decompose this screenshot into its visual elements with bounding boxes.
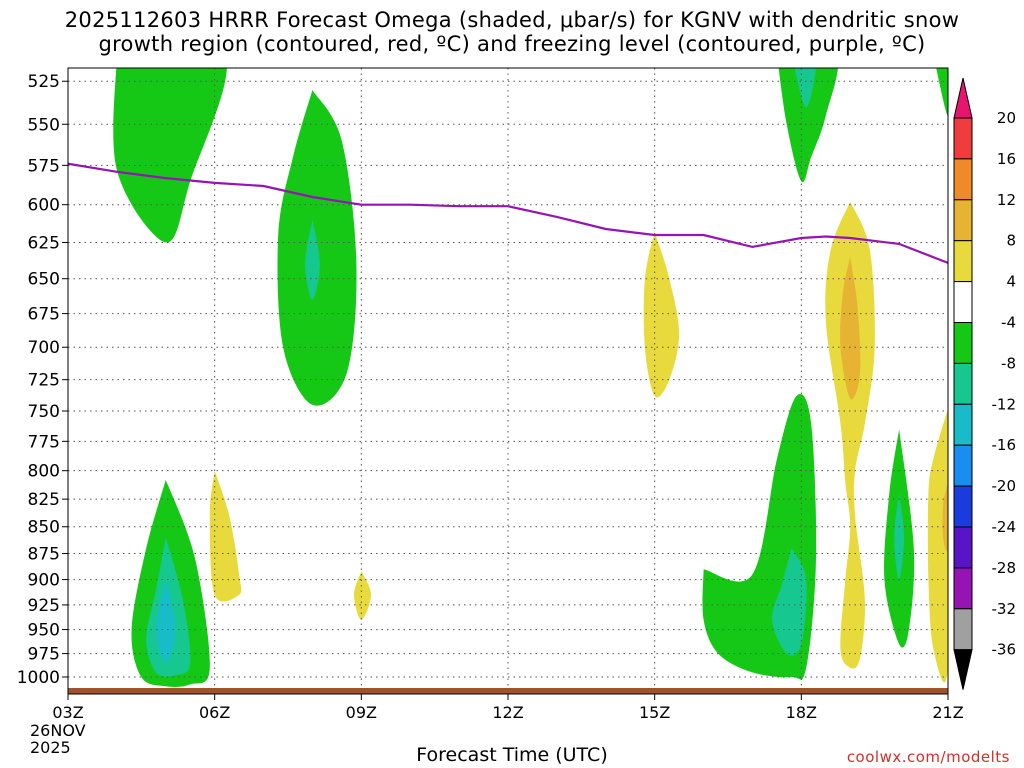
colorbar-label-7: -12 bbox=[992, 395, 1017, 413]
omega-region-rising-8 bbox=[778, 68, 838, 183]
y-tick-label-525: 525 bbox=[28, 72, 60, 92]
x-tick-label-9: 09Z bbox=[346, 703, 377, 722]
date-day: 26NOV bbox=[30, 721, 86, 740]
omega-region-rising-12 bbox=[936, 68, 948, 116]
colorbar-box-4 bbox=[953, 240, 973, 283]
omega-region-sinking-17 bbox=[840, 257, 861, 400]
omega-region-rising-7 bbox=[771, 548, 807, 656]
colorbar-label-8: -16 bbox=[992, 436, 1017, 454]
y-tick-label-775: 775 bbox=[28, 432, 60, 452]
x-tick-label-15: 15Z bbox=[639, 703, 670, 722]
freezing-level-line bbox=[68, 162, 948, 264]
surface-ground bbox=[68, 688, 948, 694]
omega-region-rising-2 bbox=[305, 220, 320, 300]
y-tick-label-675: 675 bbox=[28, 305, 60, 325]
credit-link[interactable]: coolwx.com/modelts bbox=[846, 748, 1010, 766]
colorbar-label-10: -24 bbox=[992, 518, 1017, 536]
title-line-1: 2025112603 HRRR Forecast Omega (shaded, … bbox=[64, 8, 960, 32]
omega-region-sinking-18 bbox=[927, 408, 948, 683]
colorbar-box-1 bbox=[953, 117, 973, 160]
y-tick-label-575: 575 bbox=[28, 156, 60, 176]
y-tick-label-750: 750 bbox=[28, 402, 60, 422]
colorbar-label-4: 4 bbox=[1006, 273, 1016, 291]
colorbar-label-13: -36 bbox=[992, 641, 1017, 659]
colorbar-bottom-arrow bbox=[953, 649, 973, 690]
colorbar-box-11 bbox=[953, 526, 973, 569]
colorbar-box-12 bbox=[953, 567, 973, 610]
x-tick-label-3: 03Z bbox=[52, 703, 83, 722]
x-tick-label-18: 18Z bbox=[786, 703, 817, 722]
y-tick-label-650: 650 bbox=[28, 270, 60, 290]
colorbar-label-6: -8 bbox=[1001, 354, 1016, 372]
x-tick-label-21: 21Z bbox=[932, 703, 963, 722]
colorbar-label-9: -20 bbox=[992, 477, 1017, 495]
title-line-2: growth region (contoured, red, ºC) and f… bbox=[98, 32, 926, 56]
y-tick-label-850: 850 bbox=[28, 518, 60, 538]
omega-region-sinking-15 bbox=[354, 571, 372, 620]
y-tick-label-950: 950 bbox=[28, 621, 60, 641]
colorbar-label-11: -28 bbox=[992, 559, 1017, 577]
y-tick-label-875: 875 bbox=[28, 545, 60, 565]
colorbar-label-12: -32 bbox=[992, 600, 1017, 618]
colorbar-box-5 bbox=[953, 281, 973, 324]
colorbar-box-3 bbox=[953, 199, 973, 242]
omega-region-rising-9 bbox=[794, 68, 816, 108]
colorbar-label-2: 12 bbox=[997, 191, 1016, 209]
colorbar-box-7 bbox=[953, 362, 973, 405]
colorbar-box-10 bbox=[953, 485, 973, 528]
y-tick-label-825: 825 bbox=[28, 490, 60, 510]
y-tick-label-800: 800 bbox=[28, 462, 60, 482]
y-tick-label-700: 700 bbox=[28, 338, 60, 358]
y-tick-label-625: 625 bbox=[28, 233, 60, 253]
omega-region-rising-11 bbox=[894, 493, 904, 580]
colorbar-label-0: 20 bbox=[997, 109, 1016, 127]
y-tick-label-600: 600 bbox=[28, 196, 60, 216]
date-label: 26NOV 2025 bbox=[30, 722, 86, 756]
colorbar-label-3: 8 bbox=[1006, 232, 1016, 250]
colorbar-box-13 bbox=[953, 608, 973, 651]
colorbar-label-5: -4 bbox=[1001, 314, 1016, 332]
colorbar-box-2 bbox=[953, 158, 973, 201]
omega-region-sinking-13 bbox=[643, 232, 680, 398]
y-tick-label-900: 900 bbox=[28, 571, 60, 591]
x-axis-label: Forecast Time (UTC) bbox=[416, 744, 608, 766]
x-tick-label-12: 12Z bbox=[492, 703, 523, 722]
omega-region-rising-5 bbox=[156, 579, 176, 663]
y-tick-label-925: 925 bbox=[28, 596, 60, 616]
y-tick-label-550: 550 bbox=[28, 115, 60, 135]
colorbar-box-6 bbox=[953, 322, 973, 364]
x-tick-label-6: 06Z bbox=[199, 703, 230, 722]
chart-title: 2025112603 HRRR Forecast Omega (shaded, … bbox=[0, 8, 1024, 56]
y-tick-label-725: 725 bbox=[28, 371, 60, 391]
y-tick-label-1000: 1000 bbox=[17, 668, 60, 688]
colorbar-label-1: 16 bbox=[997, 150, 1016, 168]
omega-region-sinking-16 bbox=[825, 201, 875, 669]
colorbar-top-arrow bbox=[953, 77, 973, 119]
y-tick-label-975: 975 bbox=[28, 645, 60, 665]
colorbar-box-8 bbox=[953, 403, 973, 446]
colorbar-box-9 bbox=[953, 444, 973, 487]
omega-region-sinking-14 bbox=[209, 470, 242, 602]
omega-region-rising-0 bbox=[113, 68, 227, 243]
date-year: 2025 bbox=[30, 738, 71, 757]
